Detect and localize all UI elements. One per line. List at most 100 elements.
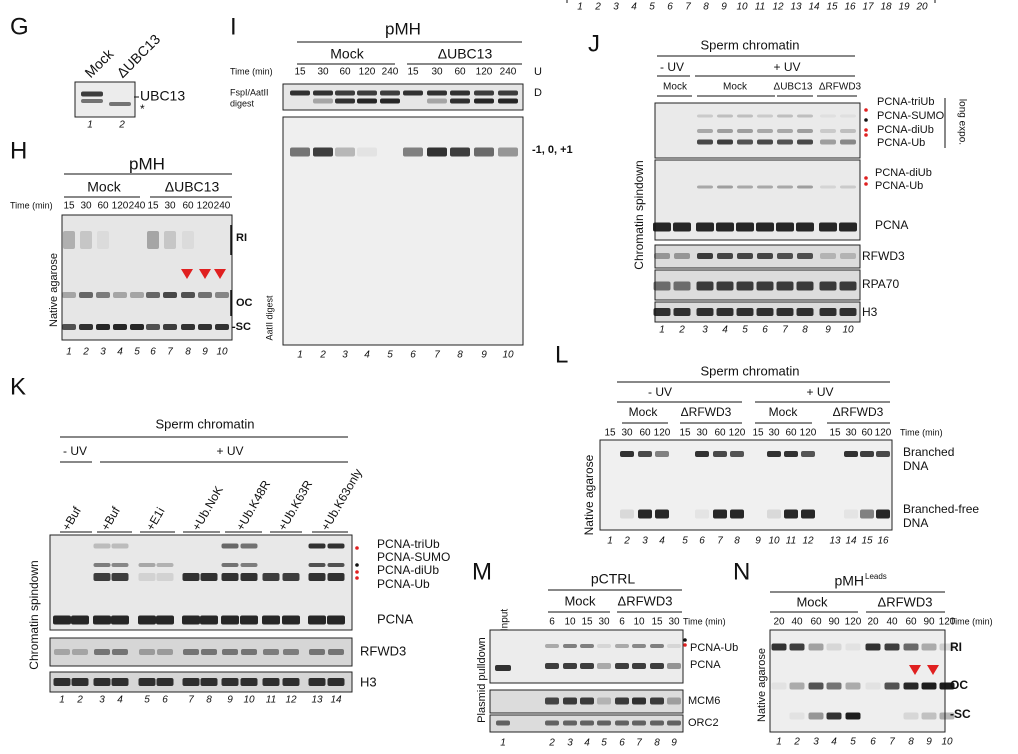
- label: 40: [886, 617, 898, 628]
- band: [860, 509, 874, 519]
- lane-number: 5: [387, 350, 393, 361]
- band: [820, 114, 836, 118]
- band: [545, 644, 559, 648]
- label: - UV: [63, 444, 87, 458]
- label: FspI/AatII: [230, 87, 269, 97]
- lane-number: 4: [117, 695, 123, 706]
- label: 20: [773, 617, 785, 628]
- band: [93, 615, 111, 625]
- band: [198, 292, 212, 298]
- lane-number: 1: [776, 737, 782, 748]
- band: [632, 697, 646, 705]
- label: 60: [861, 428, 873, 439]
- label: Mock: [564, 593, 596, 608]
- band: [240, 543, 258, 549]
- band: [767, 451, 781, 457]
- lane-number: 1: [577, 2, 583, 13]
- band: [776, 222, 794, 232]
- band: [163, 292, 177, 298]
- band: [263, 649, 279, 655]
- label: Mock: [796, 594, 828, 609]
- band: [844, 509, 858, 519]
- lane-number: 11: [266, 695, 276, 706]
- band: [327, 543, 345, 549]
- lane-number: 3: [702, 325, 708, 336]
- lane-number: 14: [330, 695, 342, 706]
- band: [615, 720, 629, 726]
- lane-number: 20: [915, 2, 928, 13]
- band: [308, 563, 326, 567]
- marker-dot: [355, 570, 359, 574]
- band: [427, 98, 447, 104]
- band: [903, 643, 919, 651]
- band: [865, 643, 881, 651]
- label: DNA: [903, 459, 928, 473]
- lane-number: 4: [631, 2, 637, 13]
- band: [638, 451, 652, 457]
- band: [182, 678, 200, 686]
- band: [697, 253, 713, 259]
- band: [777, 129, 793, 133]
- band: [654, 253, 670, 259]
- band: [450, 147, 470, 157]
- label: PCNA: [377, 611, 413, 626]
- label: 15: [752, 428, 764, 439]
- band: [221, 543, 239, 549]
- marker-dot: [355, 563, 359, 567]
- label: Mock: [769, 405, 799, 419]
- lane-number: 7: [636, 738, 642, 749]
- label: PCNA-diUb: [875, 167, 932, 179]
- band: [81, 99, 103, 103]
- band: [495, 665, 511, 671]
- band: [777, 114, 793, 118]
- label: 240: [382, 67, 399, 78]
- lane-number: 11: [755, 2, 765, 13]
- band: [308, 678, 326, 686]
- lane-number: 9: [755, 536, 761, 547]
- band: [474, 90, 494, 96]
- band: [650, 663, 664, 669]
- band: [580, 720, 594, 726]
- lane-number: 11: [786, 536, 796, 547]
- band: [72, 649, 88, 655]
- band: [650, 697, 664, 705]
- marker-dot: [864, 176, 868, 180]
- label: 30: [621, 428, 633, 439]
- label: 6: [619, 617, 625, 628]
- band: [308, 573, 326, 581]
- label: 60: [639, 428, 651, 439]
- band: [201, 649, 217, 655]
- lane-number: 2: [594, 2, 601, 13]
- band: [717, 185, 733, 189]
- band: [328, 649, 344, 655]
- lane-number: 10: [243, 695, 255, 706]
- band: [667, 663, 681, 669]
- lane-number: 15: [861, 536, 873, 547]
- lane-number: 4: [831, 737, 837, 748]
- band: [79, 292, 93, 298]
- lane-number: 8: [457, 350, 463, 361]
- lane-number: 3: [99, 695, 105, 706]
- band: [200, 573, 218, 581]
- lane-number: 7: [717, 536, 723, 547]
- label: 30: [768, 428, 780, 439]
- label: 120: [112, 201, 129, 212]
- label: + UV: [773, 60, 800, 74]
- label: PCNA-Ub: [377, 577, 430, 591]
- lane-number: 13: [790, 2, 802, 13]
- band: [156, 573, 174, 581]
- band: [789, 643, 805, 651]
- band: [427, 90, 447, 96]
- band: [826, 712, 842, 720]
- lane-number: 1: [59, 695, 65, 706]
- lane-number: 5: [649, 2, 655, 13]
- band: [93, 543, 111, 549]
- lane-number: 10: [941, 737, 953, 748]
- label: + UV: [806, 385, 833, 399]
- label: 30: [696, 428, 708, 439]
- label: 15: [604, 428, 616, 439]
- band: [784, 451, 798, 457]
- lane-number: 7: [782, 325, 788, 336]
- band: [771, 643, 787, 651]
- label: Time (min): [683, 616, 726, 626]
